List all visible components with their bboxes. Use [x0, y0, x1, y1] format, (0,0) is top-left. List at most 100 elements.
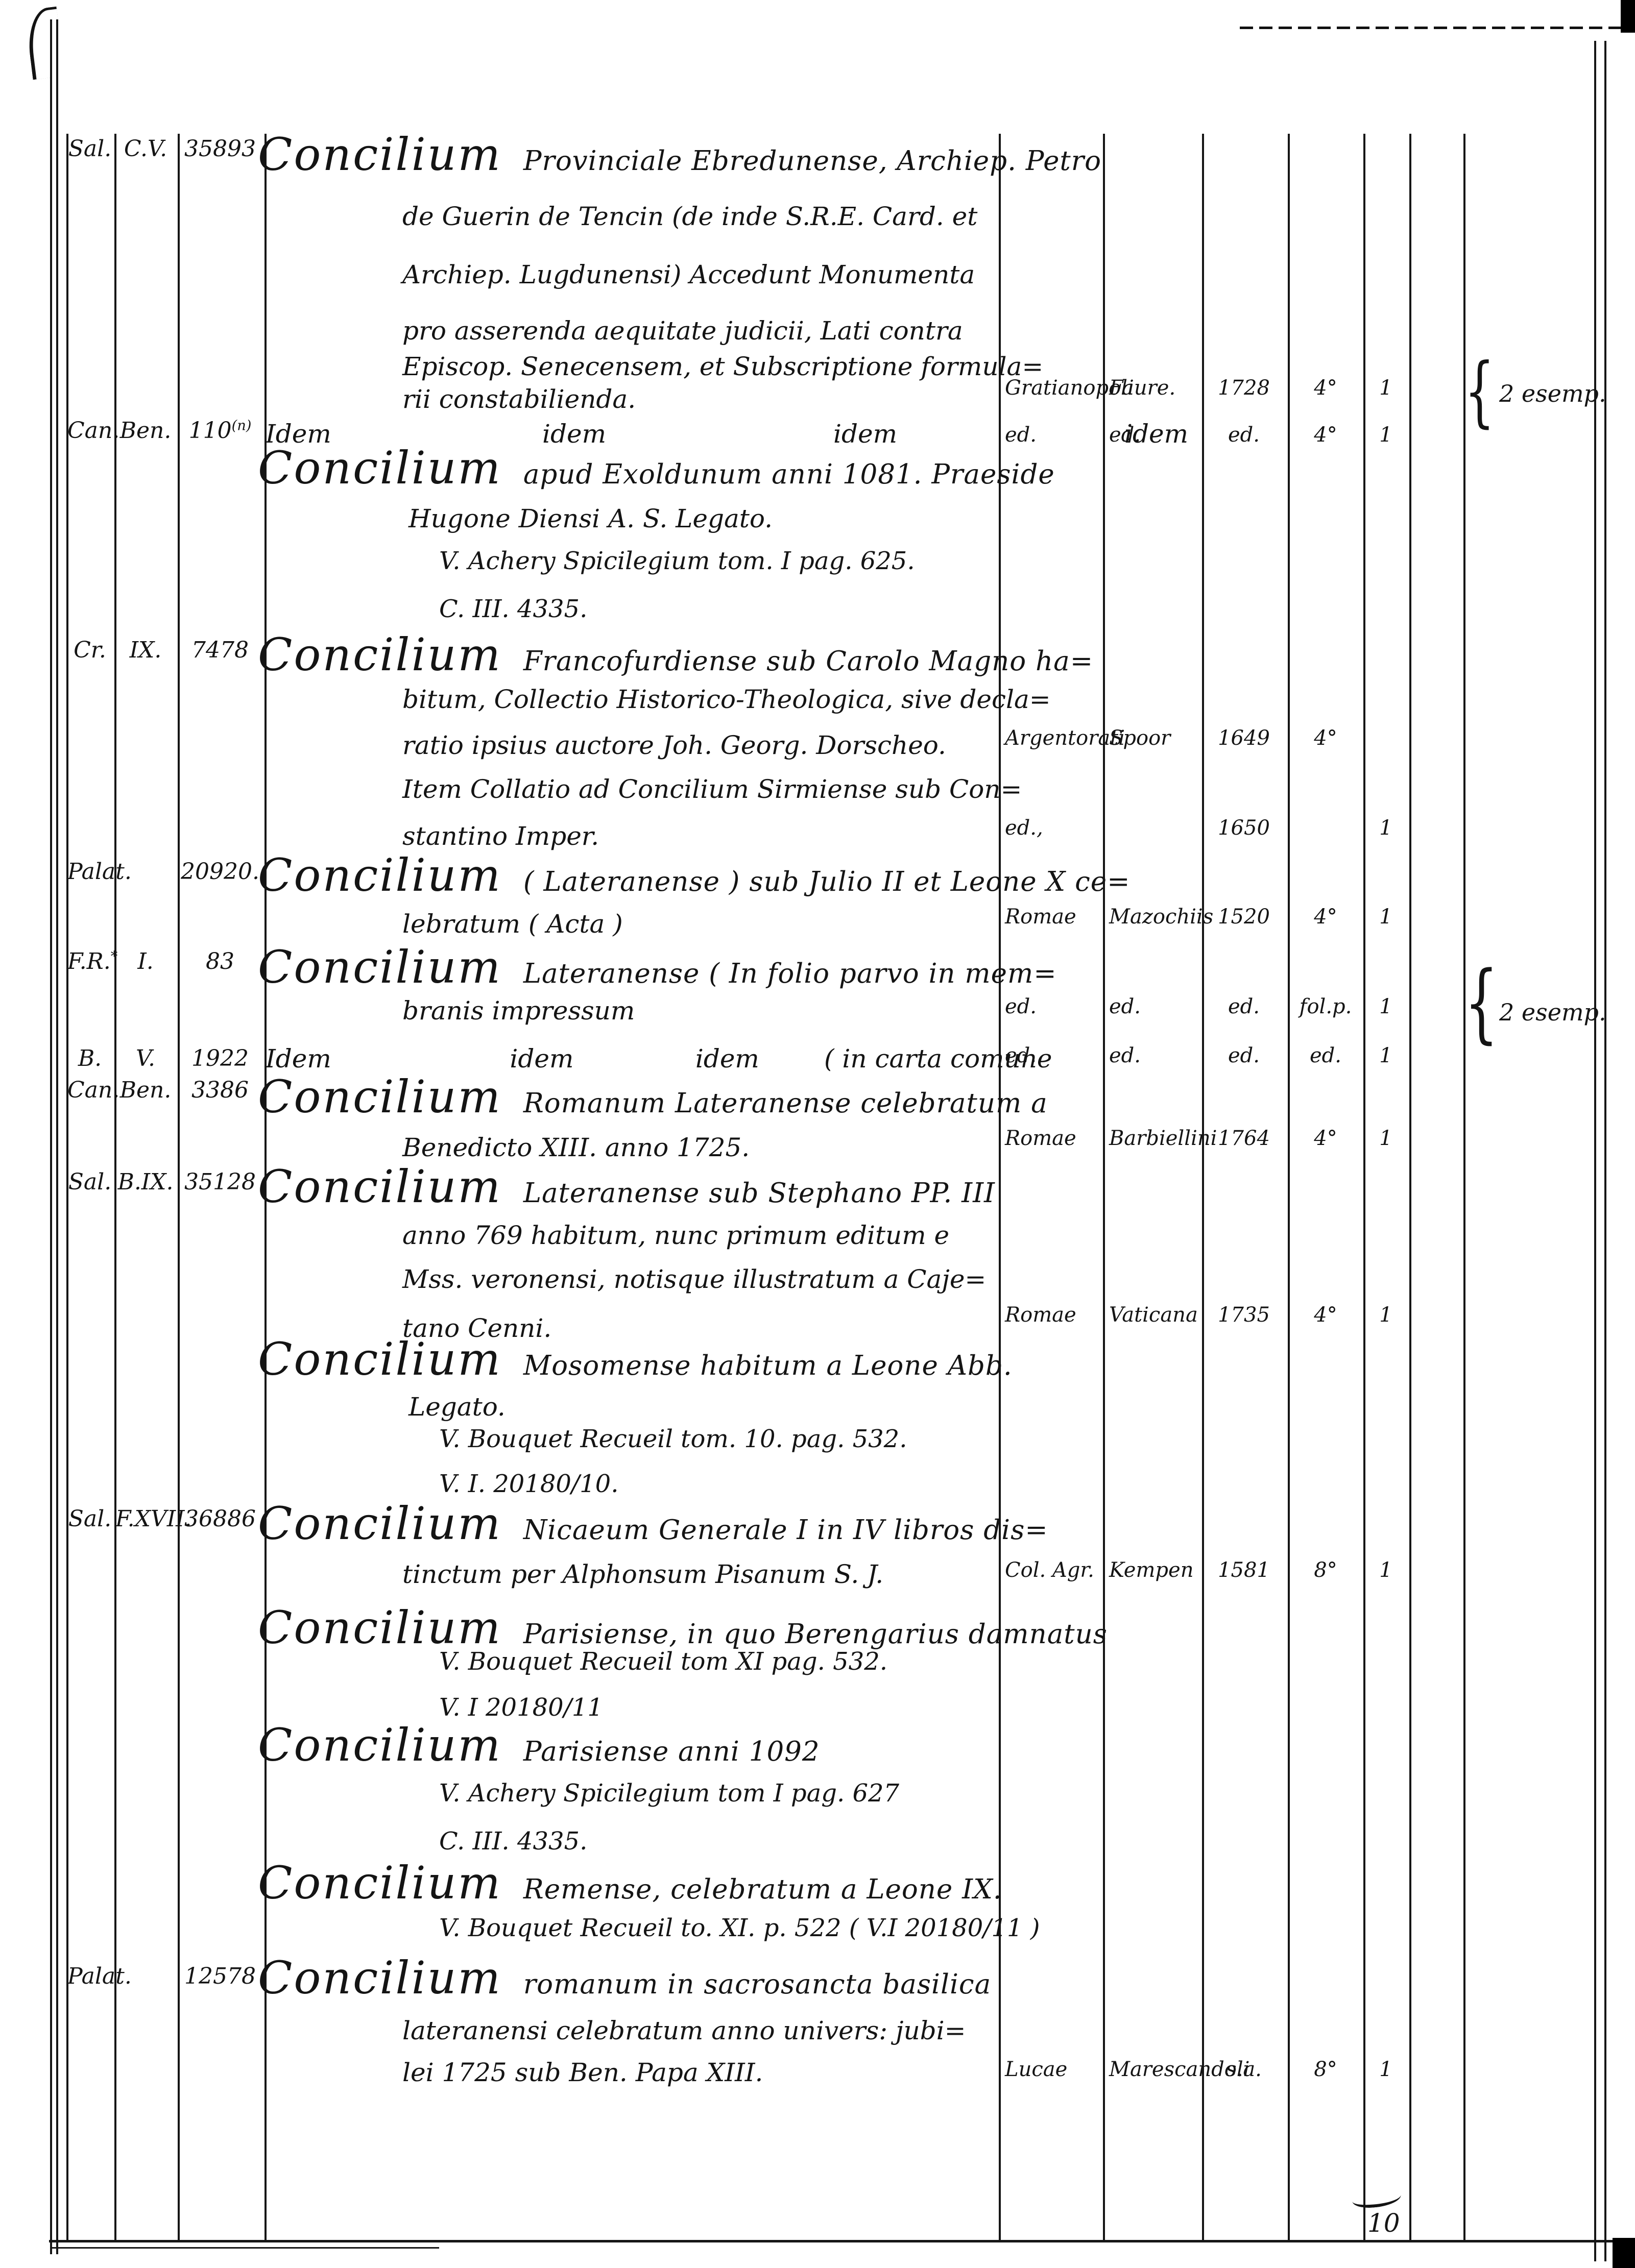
entry-line: Idem idem idem idem	[266, 419, 1189, 449]
entry-heading-word: Concilium	[258, 1333, 502, 1385]
pub-place: ed.	[1005, 1044, 1037, 1067]
pub-printer: Kempen	[1109, 1558, 1194, 1582]
pub-format: 4°	[1314, 1303, 1337, 1327]
bottom-rule-echo	[51, 2247, 439, 2249]
entry-code-c3: 12578	[184, 1963, 256, 1989]
pub-format: 4°	[1314, 376, 1337, 400]
entry-heading-word: Concilium	[258, 1952, 502, 2004]
entry-heading-rest: Parisiense anni 1092	[523, 1736, 820, 1767]
page-edge-line-outer	[50, 19, 52, 2254]
entry-line: lei 1725 sub Ben. Papa XIII.	[402, 2058, 763, 2087]
entry-code-c1: F.R.*	[67, 948, 118, 974]
entry-line: Concilium Remense, celebratum a Leone IX.	[258, 1857, 1002, 1909]
entry-code-c2: Ben.	[119, 1077, 172, 1103]
entry-line: Concilium Lateranense ( In folio parvo in…	[258, 941, 1057, 993]
entry-line: Archiep. Lugdunensi) Accedunt Monumenta	[402, 260, 975, 289]
entry-line: Mss. veronensi, notisque illustratum a C…	[402, 1264, 987, 1294]
pub-year: 1649	[1218, 726, 1270, 750]
entry-line: Concilium Nicaeum Generale I in IV libros…	[258, 1498, 1048, 1549]
pub-year: 1728	[1218, 376, 1270, 400]
pub-year: 1735	[1218, 1303, 1270, 1327]
pub-format: 4°	[1314, 726, 1337, 750]
column-rule-printer	[1103, 134, 1105, 2241]
pub-format: 8°	[1314, 1558, 1337, 1582]
pub-place: Argentorati	[1005, 726, 1125, 750]
entry-code-c3: 36886	[184, 1506, 256, 1532]
note-brace: {	[1464, 953, 1499, 1053]
entry-line: C. III. 4335.	[439, 1827, 588, 1856]
entry-line: Idem idem idem ( in carta comune	[266, 1044, 1052, 1074]
entry-code-c3: 110(n)	[188, 418, 252, 444]
entry-line: V. Bouquet Recueil to. XI. p. 522 ( V.I …	[439, 1914, 1040, 1942]
column-rule-codes-left	[66, 134, 68, 2241]
entry-line: V. Achery Spicilegium tom I pag. 627	[439, 1779, 900, 1808]
entry-heading-word: Concilium	[258, 1497, 502, 1550]
pub-copies: 1	[1379, 423, 1392, 447]
pub-printer: ed.	[1109, 995, 1141, 1018]
entry-line: Concilium apud Exoldunum anni 1081. Praes…	[258, 442, 1055, 494]
bottom-rule	[49, 2240, 1635, 2242]
pub-copies: 1	[1379, 1044, 1392, 1067]
entry-line: Concilium Francofurdiense sub Carolo Magn…	[258, 629, 1093, 680]
scan-corner-mark-top	[1621, 0, 1635, 33]
pub-printer: Marescandoli	[1109, 2058, 1250, 2081]
entry-heading-rest: ( Lateranense ) sub Julio II et Leone X …	[523, 866, 1131, 897]
pub-format: ed.	[1310, 1044, 1341, 1067]
column-rule-place	[999, 134, 1001, 2241]
entry-code-c3: 20920.	[181, 859, 259, 885]
pub-format: 4°	[1314, 1127, 1337, 1150]
pub-place: Gratianopoli	[1005, 376, 1134, 400]
column-rule-format	[1288, 134, 1290, 2241]
pub-printer: Barbiellini	[1109, 1127, 1217, 1150]
entry-line: Concilium Parisiense, in quo Berengarius …	[258, 1602, 1108, 1653]
pub-place: Lucae	[1005, 2058, 1068, 2081]
entry-heading-word: Concilium	[258, 849, 502, 901]
entry-line: tano Cenni.	[402, 1313, 552, 1343]
pub-copies: 1	[1379, 376, 1392, 400]
pub-copies: 1	[1379, 995, 1392, 1018]
pub-printer: Vaticana	[1109, 1303, 1198, 1327]
entry-line: pro asserenda aequitate judicii, Lati co…	[402, 316, 963, 346]
pub-copies: 1	[1379, 1558, 1392, 1582]
entry-heading-rest: Romanum Lateranense celebratum a	[523, 1088, 1048, 1119]
entry-code-c2: V.	[135, 1045, 156, 1071]
entry-code-c2: IX.	[129, 637, 162, 663]
pub-copies: 1	[1379, 2058, 1392, 2081]
pub-year: 1764	[1218, 1127, 1270, 1150]
entry-heading-rest: Francofurdiense sub Carolo Magno ha=	[523, 646, 1094, 677]
entry-code-c1: Sal.	[68, 136, 112, 162]
pub-format: 4°	[1314, 905, 1337, 929]
entry-code-c3: 35893	[184, 136, 256, 162]
page-number: 10	[1367, 2208, 1400, 2238]
entry-heading-rest: Mosomense habitum a Leone Abb.	[523, 1350, 1013, 1381]
pub-copies: 1	[1379, 905, 1392, 929]
entry-code-c1: Palat.	[67, 1963, 132, 1989]
column-rule-year	[1202, 134, 1204, 2241]
entry-code-c1: B.	[78, 1045, 102, 1071]
entry-heading-rest: Nicaeum Generale I in IV libros dis=	[523, 1515, 1048, 1546]
entry-heading-rest: Remense, celebratum a Leone IX.	[523, 1874, 1002, 1905]
entry-heading-rest: romanum in sacrosancta basilica	[523, 1969, 992, 2000]
entry-line: V. I. 20180/10.	[439, 1470, 619, 1498]
entry-line: ratio ipsius auctore Joh. Georg. Dorsche…	[402, 730, 946, 760]
entry-code-c2: B.IX.	[117, 1169, 174, 1195]
column-rule-notes	[1463, 134, 1465, 2241]
entry-code-c3: 7478	[191, 637, 249, 663]
entry-heading-rest: Provinciale Ebredunense, Archiep. Petro	[523, 145, 1101, 177]
pub-place: Romae	[1005, 1303, 1076, 1327]
entry-line: Concilium Lateranense sub Stephano PP. II…	[258, 1161, 995, 1212]
entry-heading-rest: Parisiense, in quo Berengarius damnatus	[523, 1619, 1108, 1650]
entry-heading-rest: Lateranense sub Stephano PP. III	[523, 1178, 995, 1209]
page-edge-curl	[24, 6, 65, 80]
pub-printer: ed.	[1109, 423, 1141, 447]
entry-code-c2: Ben.	[119, 418, 172, 444]
right-margin-line-1	[1594, 41, 1596, 2261]
entry-line: Benedicto XIII. anno 1725.	[402, 1133, 750, 1162]
entry-line: lebratum ( Acta )	[402, 909, 623, 939]
right-margin-line-2	[1604, 41, 1606, 2261]
pub-year: ed.	[1228, 1044, 1260, 1067]
entry-heading-word: Concilium	[258, 128, 502, 181]
entry-line: Episcop. Senecensem, et Subscriptione fo…	[402, 352, 1044, 381]
column-rule-spare	[1409, 134, 1411, 2241]
pub-place: ed.	[1005, 995, 1037, 1018]
